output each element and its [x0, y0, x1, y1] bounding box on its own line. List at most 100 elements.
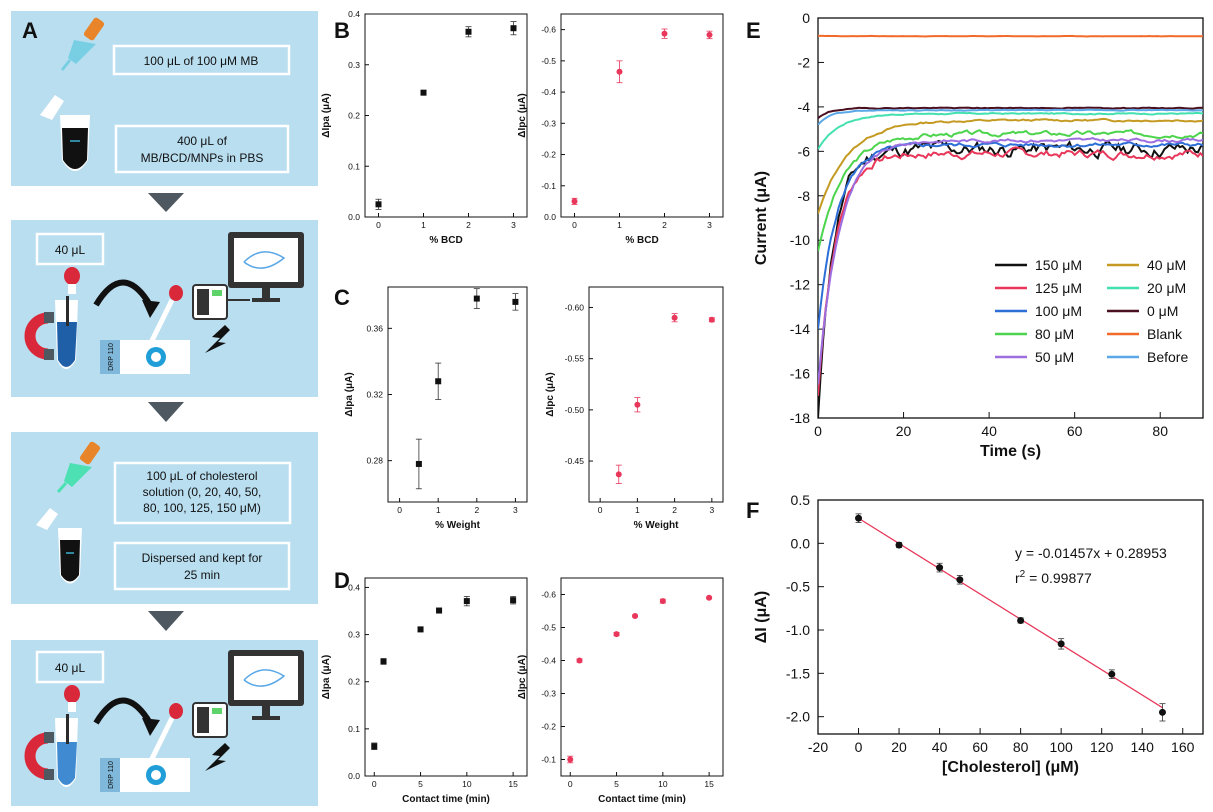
data-point	[510, 25, 517, 32]
x-tick-label: 2	[474, 505, 479, 515]
diagonal-arrow-icon	[205, 325, 230, 353]
series-line	[818, 141, 1203, 330]
x-tick-label: 20	[896, 423, 912, 439]
schematic-text-mnp-1: 400 μL of	[177, 134, 228, 148]
data-point	[708, 316, 715, 323]
panel-label-c: C	[334, 285, 350, 310]
tube-blue-icon	[55, 714, 78, 787]
x-tick-label: 2	[466, 220, 471, 230]
x-axis-label: % Weight	[435, 520, 480, 531]
sensor-chip-icon: DRP 110	[100, 340, 190, 374]
y-tick-label: -0.50	[565, 405, 585, 415]
legend-label: 50 μM	[1035, 349, 1074, 365]
y-axis-label: ΔI (μA)	[753, 591, 770, 643]
legend-label: Before	[1147, 349, 1188, 365]
plot-frame	[364, 577, 528, 777]
schematic-panel: A 100 μL of 100 μM MB 400 μL of MB/BCD/M…	[11, 11, 318, 806]
data-point	[465, 28, 472, 35]
panel-label-a: A	[22, 18, 38, 43]
x-tick-label: 0	[572, 220, 577, 230]
tube-icon	[40, 95, 90, 171]
chart-d-right: 0 5 10 15 -0.1 -0.2 -0.3 -0.4 -0.5 -0.6 Contact ti…	[517, 577, 724, 805]
y-tick-label: 0.28	[366, 456, 383, 466]
x-tick-label: 2	[672, 505, 677, 515]
y-tick-label: -0.2	[541, 150, 556, 160]
data-point	[615, 471, 622, 478]
y-axis-label: ΔIpa (μA)	[344, 372, 355, 416]
y-tick-label: -0.4	[541, 87, 556, 97]
legend-label: 20 μM	[1147, 280, 1186, 296]
y-tick-label: -1.0	[786, 622, 810, 638]
x-tick-label: 10	[658, 779, 668, 789]
down-arrow-icon	[148, 193, 184, 212]
curved-arrow-icon	[93, 279, 153, 307]
panel-label-f: F	[746, 498, 759, 523]
data-point	[659, 598, 666, 605]
potentiostat-icon	[192, 702, 228, 738]
series-line	[818, 106, 1203, 119]
diagonal-arrow-icon	[205, 743, 230, 771]
x-tick-label: -20	[808, 739, 828, 755]
plot-frame	[364, 13, 528, 218]
y-axis-label: ΔIpc (μA)	[545, 372, 556, 416]
y-tick-label: 0.0	[544, 212, 556, 222]
y-tick-label: -0.5	[541, 56, 556, 66]
series-line	[818, 137, 1203, 385]
x-tick-label: 1	[436, 505, 441, 515]
chart-e: 0 20 40 60 80 0 -2 -4 -6 -8 -10 -12 -14 -16 -18 Time (s…	[753, 10, 1204, 460]
plot-frame	[560, 13, 724, 218]
y-tick-label: -16	[790, 366, 810, 382]
curved-arrow-icon	[93, 697, 153, 725]
panel-label-e: E	[746, 18, 761, 43]
y-tick-label: 0	[802, 10, 810, 26]
y-axis-label: ΔIpa (μA)	[321, 93, 332, 137]
x-tick-label: 0	[376, 220, 381, 230]
x-tick-label: 3	[707, 220, 712, 230]
legend-label: 40 μM	[1147, 257, 1186, 273]
schematic-box-dispersed	[113, 541, 291, 591]
x-tick-label: 0	[397, 505, 402, 515]
y-axis-label: ΔIpa (μA)	[321, 655, 332, 699]
data-point	[473, 295, 480, 302]
down-arrow-icon	[148, 402, 184, 422]
y-tick-label: -0.5	[541, 623, 556, 633]
schematic-box-40ul-1	[35, 232, 105, 266]
schematic-text-chol-2: solution (0, 20, 40, 50,	[143, 485, 262, 499]
data-point	[1017, 616, 1025, 624]
fit-r2: r2 = 0.99877	[1015, 569, 1092, 586]
data-point	[936, 564, 944, 572]
data-point	[463, 598, 470, 605]
y-tick-label: -0.55	[565, 354, 585, 364]
x-tick-label: 2	[662, 220, 667, 230]
data-point	[661, 30, 668, 37]
y-tick-label: -0.1	[541, 181, 556, 191]
y-tick-label: -0.6	[541, 25, 556, 35]
data-point	[375, 201, 382, 208]
schematic-text-mnp-2: MB/BCD/MNPs in PBS	[141, 151, 264, 165]
data-point	[1158, 708, 1166, 716]
y-tick-label: -0.60	[565, 302, 585, 312]
y-tick-label: 0.5	[791, 492, 811, 508]
data-point	[435, 378, 442, 385]
x-tick-label: 80	[1013, 739, 1029, 755]
y-tick-label: 0.0	[348, 212, 360, 222]
data-point	[613, 631, 620, 638]
y-tick-label: -12	[790, 277, 810, 293]
x-tick-label: 0	[855, 739, 863, 755]
schematic-text-mb: 100 μL of 100 μM MB	[144, 54, 259, 68]
r2-value: = 0.99877	[1025, 570, 1092, 586]
y-tick-label: 0.0	[348, 771, 360, 781]
y-tick-label: 0.4	[348, 582, 360, 592]
pipette-red-icon	[64, 685, 80, 712]
fit-equation: y = -0.01457x + 0.28953	[1015, 545, 1167, 561]
y-tick-label: -2.0	[786, 709, 810, 725]
series-group	[818, 34, 1203, 418]
monitor-icon	[228, 650, 304, 720]
dropper-green-icon	[56, 441, 101, 493]
y-tick-label: -2	[798, 54, 811, 70]
x-tick-label: 160	[1171, 739, 1195, 755]
data-point	[571, 198, 578, 205]
y-tick-label: -0.5	[786, 579, 810, 595]
series-line	[818, 108, 1203, 126]
